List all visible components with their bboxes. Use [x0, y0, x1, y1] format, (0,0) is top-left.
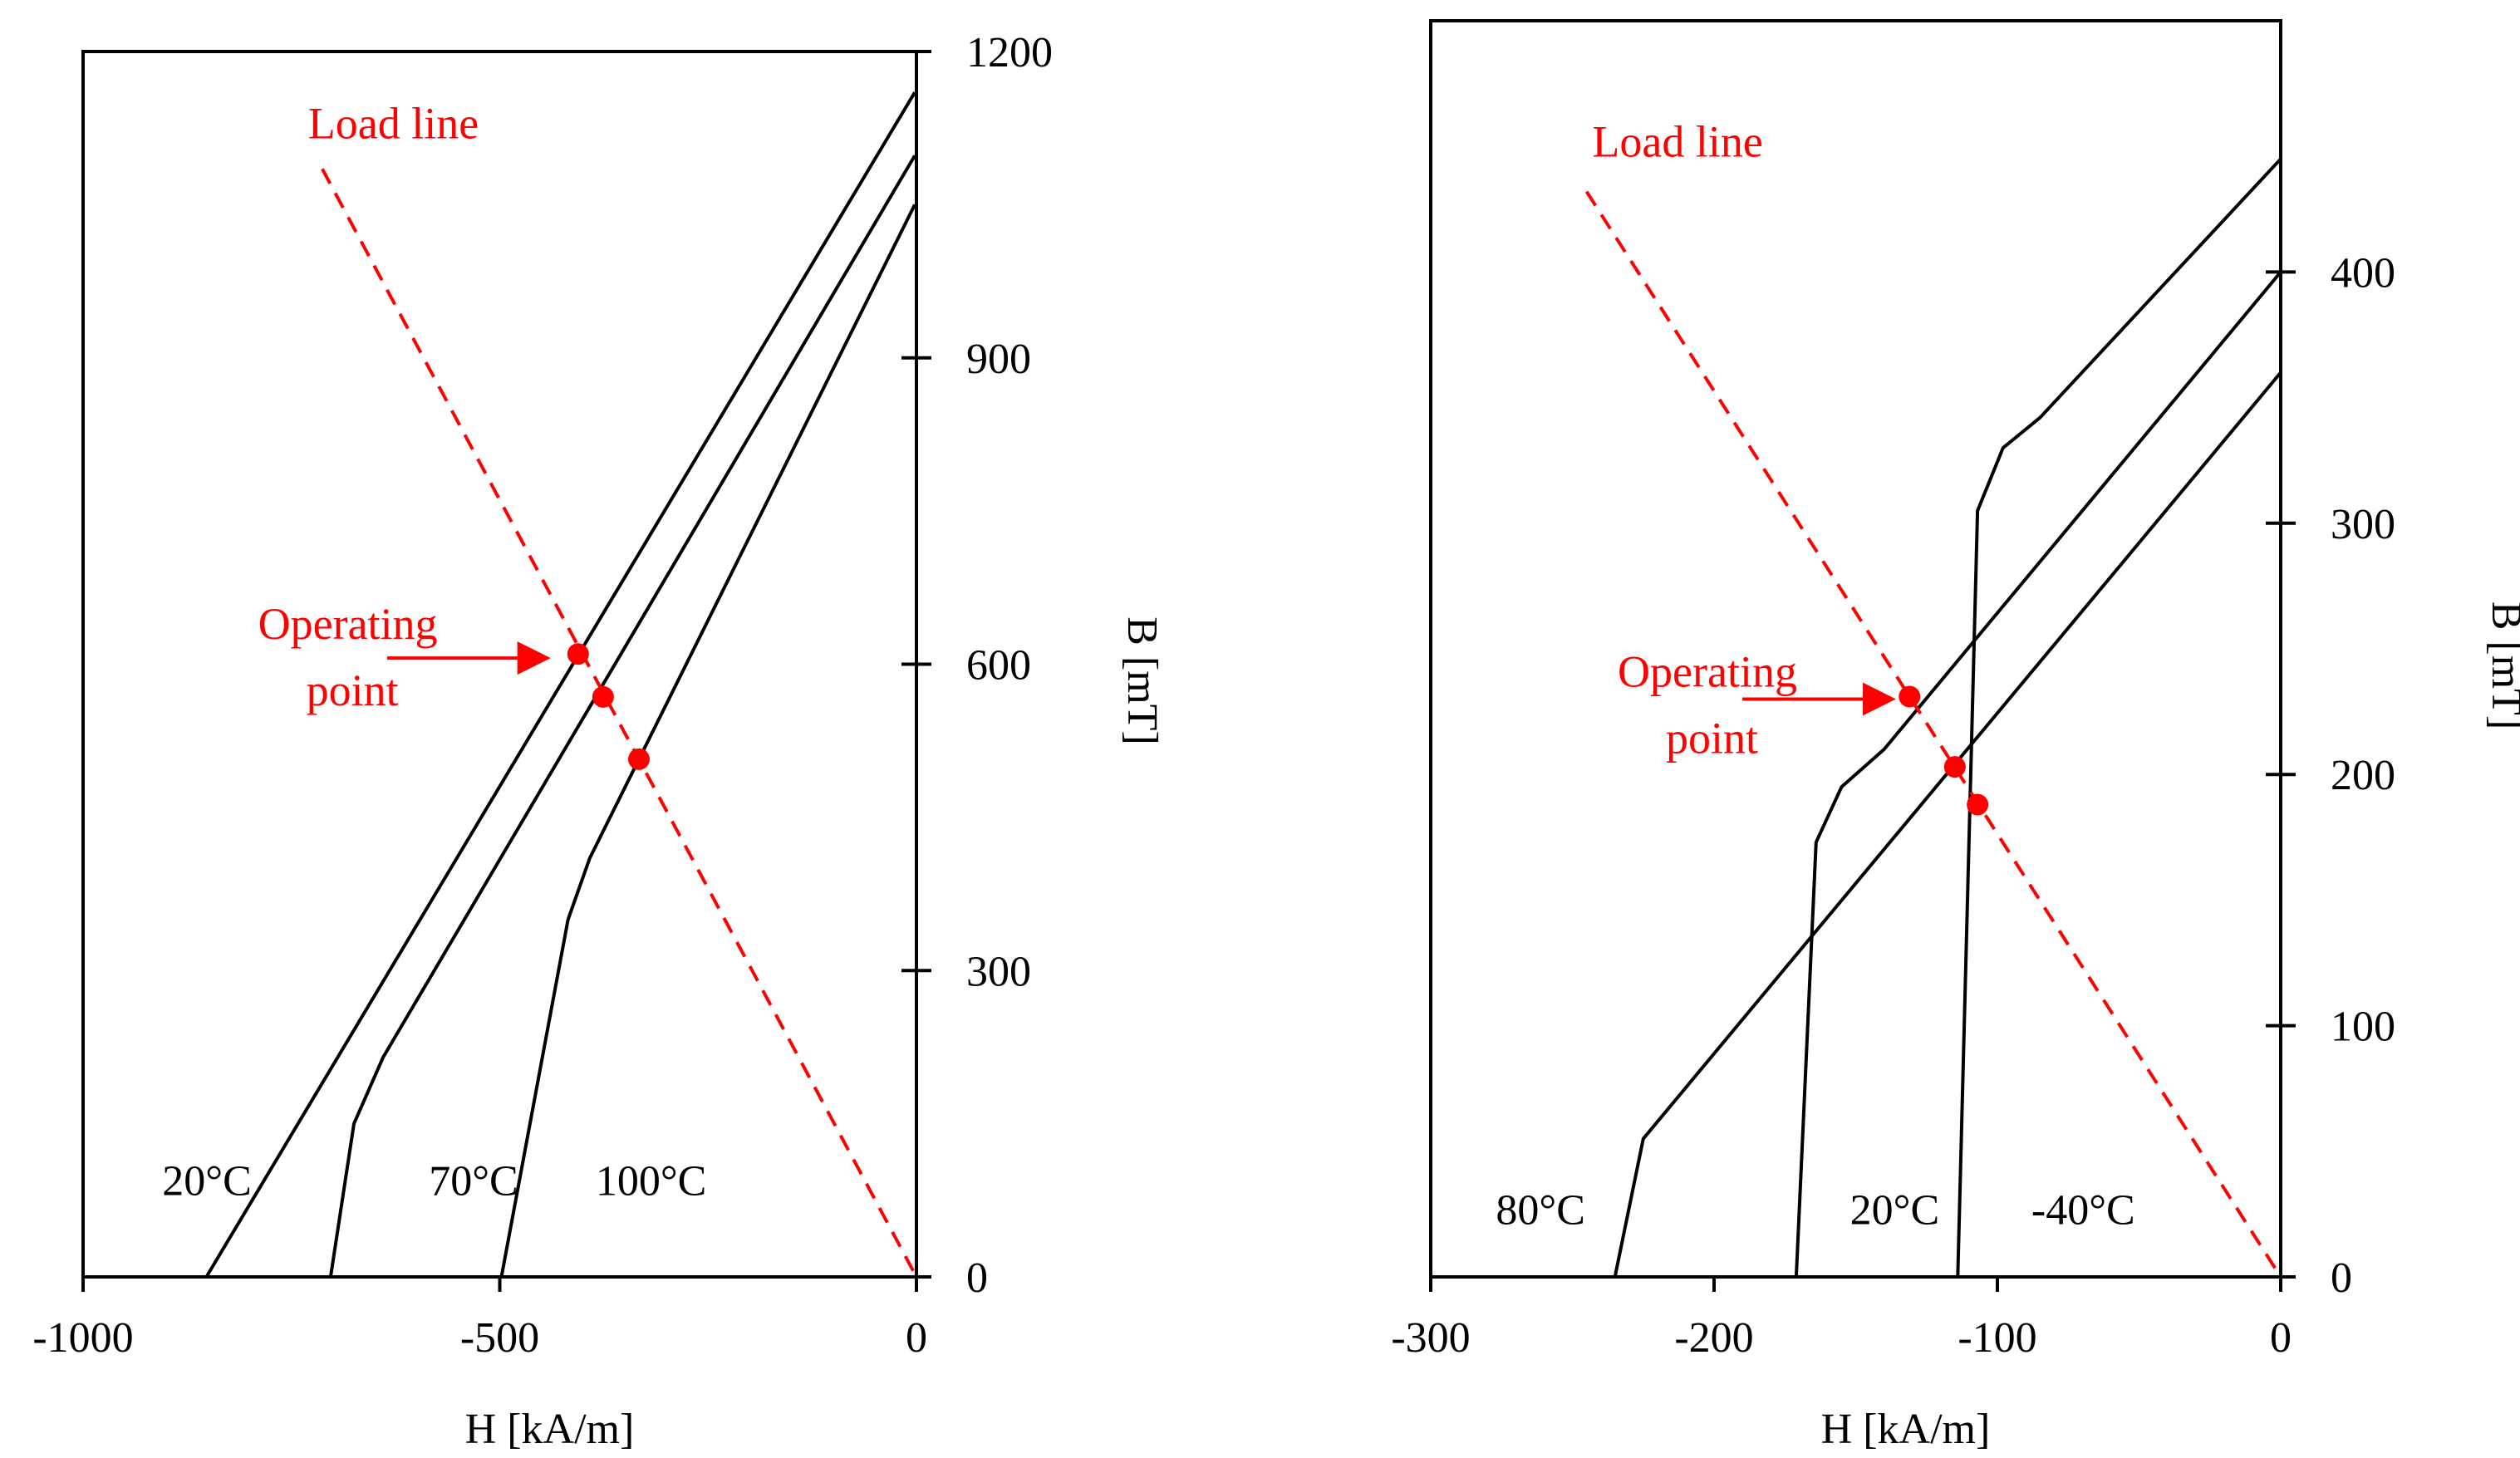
operating-point-label: Operating — [258, 599, 438, 649]
operating-point-label: Operating — [1618, 646, 1797, 696]
plot-frame — [81, 50, 918, 1279]
y-tick-label: 300 — [966, 948, 1031, 995]
x-axis-title: H [kA/m] — [465, 1406, 635, 1453]
plot-frame — [1429, 19, 2282, 1279]
curve-70c — [328, 155, 916, 1278]
operating-point-marker — [1943, 756, 1966, 778]
operating-point-label: point — [307, 665, 399, 715]
operating-point-marker — [567, 643, 589, 665]
y-tick-label: 400 — [2331, 249, 2395, 297]
curve-20c — [204, 91, 916, 1279]
y-tick-label: 200 — [2331, 752, 2395, 799]
operating-point-marker — [592, 685, 614, 708]
y-tick-label: 600 — [966, 642, 1031, 690]
x-tick-label: -200 — [1674, 1314, 1753, 1362]
x-tick-label: -300 — [1391, 1314, 1470, 1362]
y-axis-title: B [mT] — [2483, 601, 2520, 730]
x-tick-label: 0 — [2270, 1314, 2292, 1362]
operating-point-label: point — [1666, 713, 1758, 763]
temperature-label: 80°C — [1496, 1186, 1584, 1234]
temperature-label: 70°C — [429, 1158, 518, 1205]
temperature-label: 100°C — [596, 1158, 706, 1205]
operating-point-marker — [1899, 685, 1921, 708]
y-tick-label: 0 — [966, 1254, 988, 1302]
temperature-label: 20°C — [162, 1158, 251, 1205]
x-axis-title: H [kA/m] — [1821, 1406, 1991, 1453]
x-tick-label: 0 — [906, 1314, 927, 1362]
y-axis-title: B [mT] — [1118, 616, 1166, 745]
temperature-label: -40°C — [2031, 1186, 2135, 1234]
operating-point-marker — [628, 748, 651, 770]
load-line — [321, 168, 918, 1278]
y-tick-label: 1200 — [966, 29, 1053, 76]
y-tick-label: 0 — [2331, 1254, 2352, 1302]
y-tick-label: 900 — [966, 336, 1031, 383]
y-tick-label: 100 — [2331, 1004, 2395, 1051]
temperature-label: 20°C — [1850, 1186, 1939, 1234]
load-line-label: Load line — [308, 98, 479, 148]
curve--40c — [1956, 157, 2282, 1278]
load-line — [1584, 190, 2282, 1279]
load-line-label: Load line — [1592, 116, 1762, 166]
right-chart: -300 -200 -100 00 100 200 300 400 H [kA/m] B [mT]… — [1391, 19, 2520, 1453]
curve-80c — [1613, 371, 2282, 1278]
curve-20c — [1794, 271, 2282, 1278]
x-tick-label: -100 — [1958, 1314, 2036, 1362]
y-tick-label: 300 — [2331, 501, 2395, 548]
x-tick-label: -500 — [460, 1314, 539, 1362]
x-tick-label: -1000 — [32, 1314, 133, 1362]
curve-100c — [499, 204, 916, 1278]
left-chart: -1000 -500 00 300 600 900 1200 H [kA/m] B [mT] 20… — [32, 29, 1166, 1453]
operating-point-marker — [1967, 793, 1989, 816]
